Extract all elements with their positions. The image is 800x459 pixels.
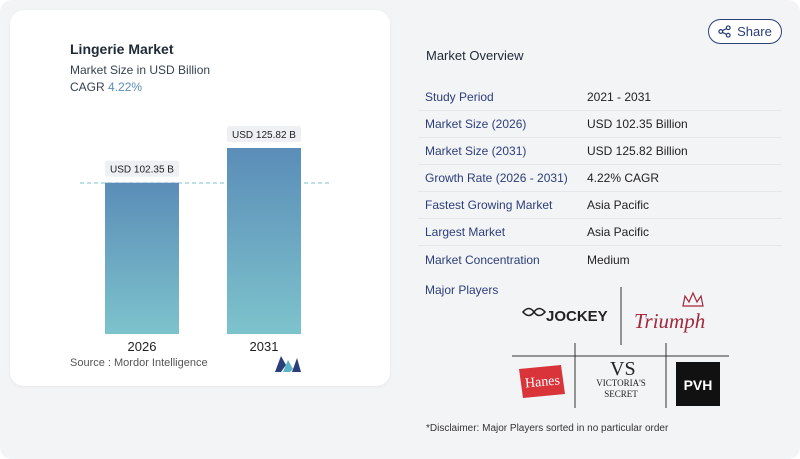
overview-row: Largest Market Asia Pacific: [418, 219, 782, 246]
cagr-line: CAGR 4.22%: [70, 80, 142, 94]
chart-card: [10, 10, 390, 386]
pvh-badge: [676, 362, 720, 406]
overview-row-value: Medium: [587, 252, 630, 267]
overview-row: Market Size (2026) USD 102.35 Billion: [418, 111, 782, 138]
overview-row-value: USD 125.82 Billion: [587, 144, 688, 158]
cagr-value: 4.22%: [108, 80, 143, 94]
x-tick-label: 2031: [250, 339, 279, 354]
overview-row-label: Study Period: [425, 90, 494, 104]
triumph-text: Triumph: [634, 309, 705, 333]
overview-row-label: Largest Market: [425, 225, 506, 239]
overview-row: Study Period 2021 - 2031: [418, 84, 782, 111]
source-text: Source : Mordor Intelligence: [70, 357, 208, 369]
overview-row-value: USD 102.35 Billion: [587, 117, 688, 131]
value-label: USD 102.35 B: [110, 165, 174, 176]
disclaimer-text: *Disclaimer: Major Players sorted in no …: [426, 423, 669, 434]
vs-monogram-icon: VS: [610, 358, 636, 380]
victorias-secret-logo: VS VICTORIA'S SECRET: [596, 358, 645, 399]
pvh-logo: PVH: [676, 362, 720, 406]
pvh-text: PVH: [684, 377, 713, 393]
bar-2026: [105, 182, 179, 334]
x-tick-label: 2026: [128, 339, 157, 354]
hanes-badge-icon: [519, 365, 565, 398]
jockey-text: JOCKEY: [546, 308, 608, 325]
jockey-logo: JOCKEY: [521, 307, 608, 325]
overview-row: Market Size (2031) USD 125.82 Billion: [418, 138, 782, 165]
value-label-box: [227, 126, 301, 142]
triumph-logo: Triumph: [634, 291, 705, 333]
vs-text-line1: VICTORIA'S: [596, 378, 645, 388]
hanes-logo: Hanes: [519, 365, 565, 398]
market-overview-table: Study Period 2021 - 2031 Market Size (2026…: [418, 84, 782, 273]
mordor-logo-icon: [275, 356, 301, 372]
overview-row-label: Fastest Growing Market: [425, 198, 553, 212]
overview-row-label: Market Concentration: [425, 252, 540, 267]
market-overview-title: Market Overview: [426, 48, 524, 63]
share-icon: [718, 25, 731, 38]
overview-row: Fastest Growing Market Asia Pacific: [418, 192, 782, 219]
overview-row: Growth Rate (2026 - 2031) 4.22% CAGR: [418, 165, 782, 192]
value-label: USD 125.82 B: [232, 130, 296, 141]
jockey-mark-icon: [521, 307, 547, 317]
overview-row-label: Growth Rate (2026 - 2031): [425, 171, 568, 185]
overview-row-label: Market Size (2026): [425, 117, 527, 131]
share-button[interactable]: Share: [708, 19, 782, 44]
chart-subtitle: Market Size in USD Billion: [70, 63, 211, 77]
overview-row-value: Asia Pacific: [587, 225, 650, 239]
chart-title: Lingerie Market: [70, 41, 174, 57]
triumph-crown-icon: [682, 291, 704, 307]
overview-row: Market Concentration Medium: [418, 246, 782, 273]
cagr-label: CAGR: [70, 80, 105, 94]
overview-row-value: 4.22% CAGR: [587, 171, 660, 185]
bar-2031: [227, 148, 301, 334]
share-label: Share: [737, 24, 772, 39]
bar-chart: USD 102.35 B 2026 USD 125.82 B 2031: [80, 126, 330, 354]
overview-row-value: Asia Pacific: [587, 198, 650, 212]
vs-text-line2: SECRET: [604, 389, 638, 399]
major-players-title: Major Players: [425, 283, 499, 297]
hanes-text: Hanes: [524, 373, 560, 391]
overview-row-label: Market Size (2031): [425, 144, 527, 158]
overview-row-value: 2021 - 2031: [587, 90, 652, 104]
value-label-box: [105, 160, 179, 177]
